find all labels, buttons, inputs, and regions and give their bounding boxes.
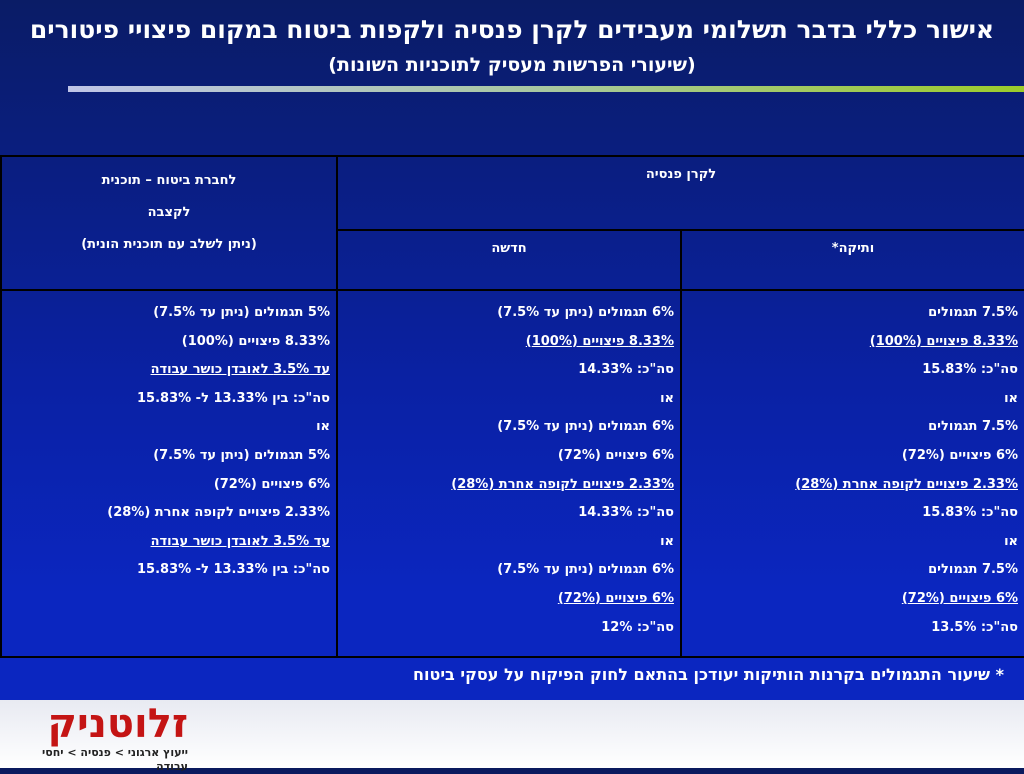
rate-line: סה"כ: 14.33% <box>344 499 674 528</box>
insurance-header-line-2: לקצבה <box>147 205 191 220</box>
rate-line-text: 6% פיצויים (72%) <box>557 447 675 463</box>
rate-line-text: סה"כ: 15.83% <box>922 362 1019 378</box>
rate-line-text: סה"כ: 12% <box>601 619 675 635</box>
rate-line-text: סה"כ: 13.5% <box>931 619 1019 635</box>
rate-line: 6% תגמולים (ניתן עד 7.5%) <box>344 556 674 585</box>
rate-line: או <box>688 528 1018 557</box>
rate-line-text: 6% תגמולים (ניתן עד 7.5%) <box>497 305 675 320</box>
insurance-rates-cell: 5% תגמולים (ניתן עד 7.5%) 8.33% פיצויים (… <box>0 289 338 658</box>
rate-line: 5% תגמולים (ניתן עד 7.5%) <box>8 442 330 471</box>
old-fund-rates-cell: 7.5% תגמולים 8.33% פיצויים (100%) סה"כ: 15… <box>680 289 1024 658</box>
rate-line-text: או <box>1004 533 1019 549</box>
old-fund-header-label: ותיקה* <box>831 241 875 256</box>
rate-line: או <box>8 413 330 442</box>
rate-line-text: או <box>660 533 675 549</box>
rate-line: 2.33% פיצויים לקופה אחרת (28%) <box>688 471 1018 500</box>
rate-line: 6% פיצויים (72%) <box>688 442 1018 471</box>
rate-line: סה"כ: בין 13.33% ל- 15.83% <box>8 385 330 414</box>
insurance-company-header: לחברת ביטוח – תוכנית לקצבה (ניתן לשלב עם… <box>0 155 338 291</box>
rate-line-text: 6% פיצויים (72%) <box>901 590 1019 606</box>
rate-line-text: או <box>1004 390 1019 406</box>
rate-line: סה"כ: 12% <box>344 614 674 643</box>
rate-line-text: סה"כ: 14.33% <box>578 505 675 521</box>
page-subtitle: (שיעורי הפרשות מעסיק לתוכניות השונות) <box>328 54 696 76</box>
rate-line: 8.33% פיצויים (100%) <box>688 328 1018 357</box>
rate-line-text: 2.33% פיצויים לקופה אחרת (28%) <box>795 476 1019 492</box>
rate-line: 6% פיצויים (72%) <box>8 471 330 500</box>
rate-line-text: או <box>316 419 330 435</box>
footnote: * שיעור התגמולים בקרנות הותיקות יעודכן ב… <box>412 665 1004 684</box>
rate-line: או <box>344 385 674 414</box>
pension-fund-header-label: לקרן פנסיה <box>645 167 717 182</box>
old-fund-rates-list: 7.5% תגמולים 8.33% פיצויים (100%) סה"כ: 15… <box>688 299 1018 642</box>
rate-line-text: 6% תגמולים (ניתן עד 7.5%) <box>497 562 675 578</box>
rate-line: סה"כ: 15.83% <box>688 499 1018 528</box>
rate-line: 7.5% תגמולים <box>688 413 1018 442</box>
logo-wordmark: זלוטניק <box>47 701 188 747</box>
rate-line: 6% תגמולים (ניתן עד 7.5%) <box>344 299 674 328</box>
rate-line-text: 8.33% פיצויים (100%) <box>869 333 1019 349</box>
rate-line-text: סה"כ: בין 13.33% ל- 15.83% <box>137 562 330 578</box>
rate-line-text: 6% פיצויים (72%) <box>213 476 330 492</box>
rate-line-text: סה"כ: 14.33% <box>578 362 675 378</box>
rate-line-text: 8.33% פיצויים (100%) <box>525 333 675 349</box>
rate-line: 6% פיצויים (72%) <box>344 585 674 614</box>
rate-line-text: 7.5% תגמולים <box>928 419 1019 435</box>
rate-line: סה"כ: 13.5% <box>688 614 1018 643</box>
rate-line: עד 3.5% לאובדן כושר עבודה <box>8 356 330 385</box>
company-logo: זלוטניק ייעוץ ארגוני > פנסיה > יחסי עבוד… <box>8 701 188 773</box>
rate-line: עד 3.5% לאובדן כושר עבודה <box>8 528 330 557</box>
rate-line: 5% תגמולים (ניתן עד 7.5%) <box>8 299 330 328</box>
slide-footer-band <box>0 700 1024 768</box>
rate-line-text: 5% תגמולים (ניתן עד 7.5%) <box>153 305 330 320</box>
rate-line-text: 6% פיצויים (72%) <box>901 447 1019 463</box>
rate-line: או <box>688 385 1018 414</box>
rate-line-text: סה"כ: בין 13.33% ל- 15.83% <box>137 390 330 406</box>
rate-line-text: עד 3.5% לאובדן כושר עבודה <box>150 362 330 378</box>
new-fund-rates-list: 6% תגמולים (ניתן עד 7.5%) 8.33% פיצויים (… <box>344 299 674 642</box>
insurance-rates-list: 5% תגמולים (ניתן עד 7.5%) 8.33% פיצויים (… <box>8 299 330 585</box>
old-fund-header: ותיקה* <box>680 229 1024 291</box>
contribution-rates-table: לקרן פנסיה לחברת ביטוח – תוכנית לקצבה (נ… <box>0 155 1024 658</box>
rate-line: 8.33% פיצויים (100%) <box>8 328 330 357</box>
rate-line-text: עד 3.5% לאובדן כושר עבודה <box>150 533 330 549</box>
rate-line: 2.33% פיצויים לקופה אחרת (28%) <box>344 471 674 500</box>
new-fund-header: חדשה <box>335 229 683 291</box>
rate-line: או <box>344 528 674 557</box>
rate-line: 6% תגמולים (ניתן עד 7.5%) <box>344 413 674 442</box>
rate-line-text: 2.33% פיצויים לקופה אחרת (28%) <box>451 476 675 492</box>
title-divider <box>68 86 1024 92</box>
rate-line: 7.5% תגמולים <box>688 299 1018 328</box>
insurance-header-line-3: (ניתן לשלב עם תוכנית הונית) <box>81 237 257 252</box>
rate-line-text: או <box>660 390 675 406</box>
rate-line: 7.5% תגמולים <box>688 556 1018 585</box>
pension-fund-header: לקרן פנסיה <box>335 155 1024 231</box>
rate-line-text: 6% פיצויים (72%) <box>557 590 675 606</box>
rate-line: 6% פיצויים (72%) <box>688 585 1018 614</box>
new-fund-rates-cell: 6% תגמולים (ניתן עד 7.5%) 8.33% פיצויים (… <box>335 289 683 658</box>
rate-line-text: 6% תגמולים (ניתן עד 7.5%) <box>497 419 675 435</box>
rate-line-text: 8.33% פיצויים (100%) <box>181 333 330 349</box>
rate-line: סה"כ: 15.83% <box>688 356 1018 385</box>
page-title: אישור כללי בדבר תשלומי מעבידים לקרן פנסי… <box>29 15 995 44</box>
rate-line-text: 7.5% תגמולים <box>928 562 1019 578</box>
rate-line: 2.33% פיצויים לקופה אחרת (28%) <box>8 499 330 528</box>
rate-line: סה"כ: 14.33% <box>344 356 674 385</box>
rate-line: 8.33% פיצויים (100%) <box>344 328 674 357</box>
logo-tagline: ייעוץ ארגוני > פנסיה > יחסי עבודה <box>42 746 188 773</box>
rate-line-text: 5% תגמולים (ניתן עד 7.5%) <box>153 447 330 463</box>
rate-line-text: סה"כ: 15.83% <box>922 505 1019 521</box>
rate-line-text: 7.5% תגמולים <box>928 305 1019 320</box>
rate-line: 6% פיצויים (72%) <box>344 442 674 471</box>
rate-line-text: 2.33% פיצויים לקופה אחרת (28%) <box>107 505 330 521</box>
new-fund-header-label: חדשה <box>491 241 527 256</box>
rate-line: סה"כ: בין 13.33% ל- 15.83% <box>8 556 330 585</box>
insurance-header-line-1: לחברת ביטוח – תוכנית <box>101 173 237 188</box>
